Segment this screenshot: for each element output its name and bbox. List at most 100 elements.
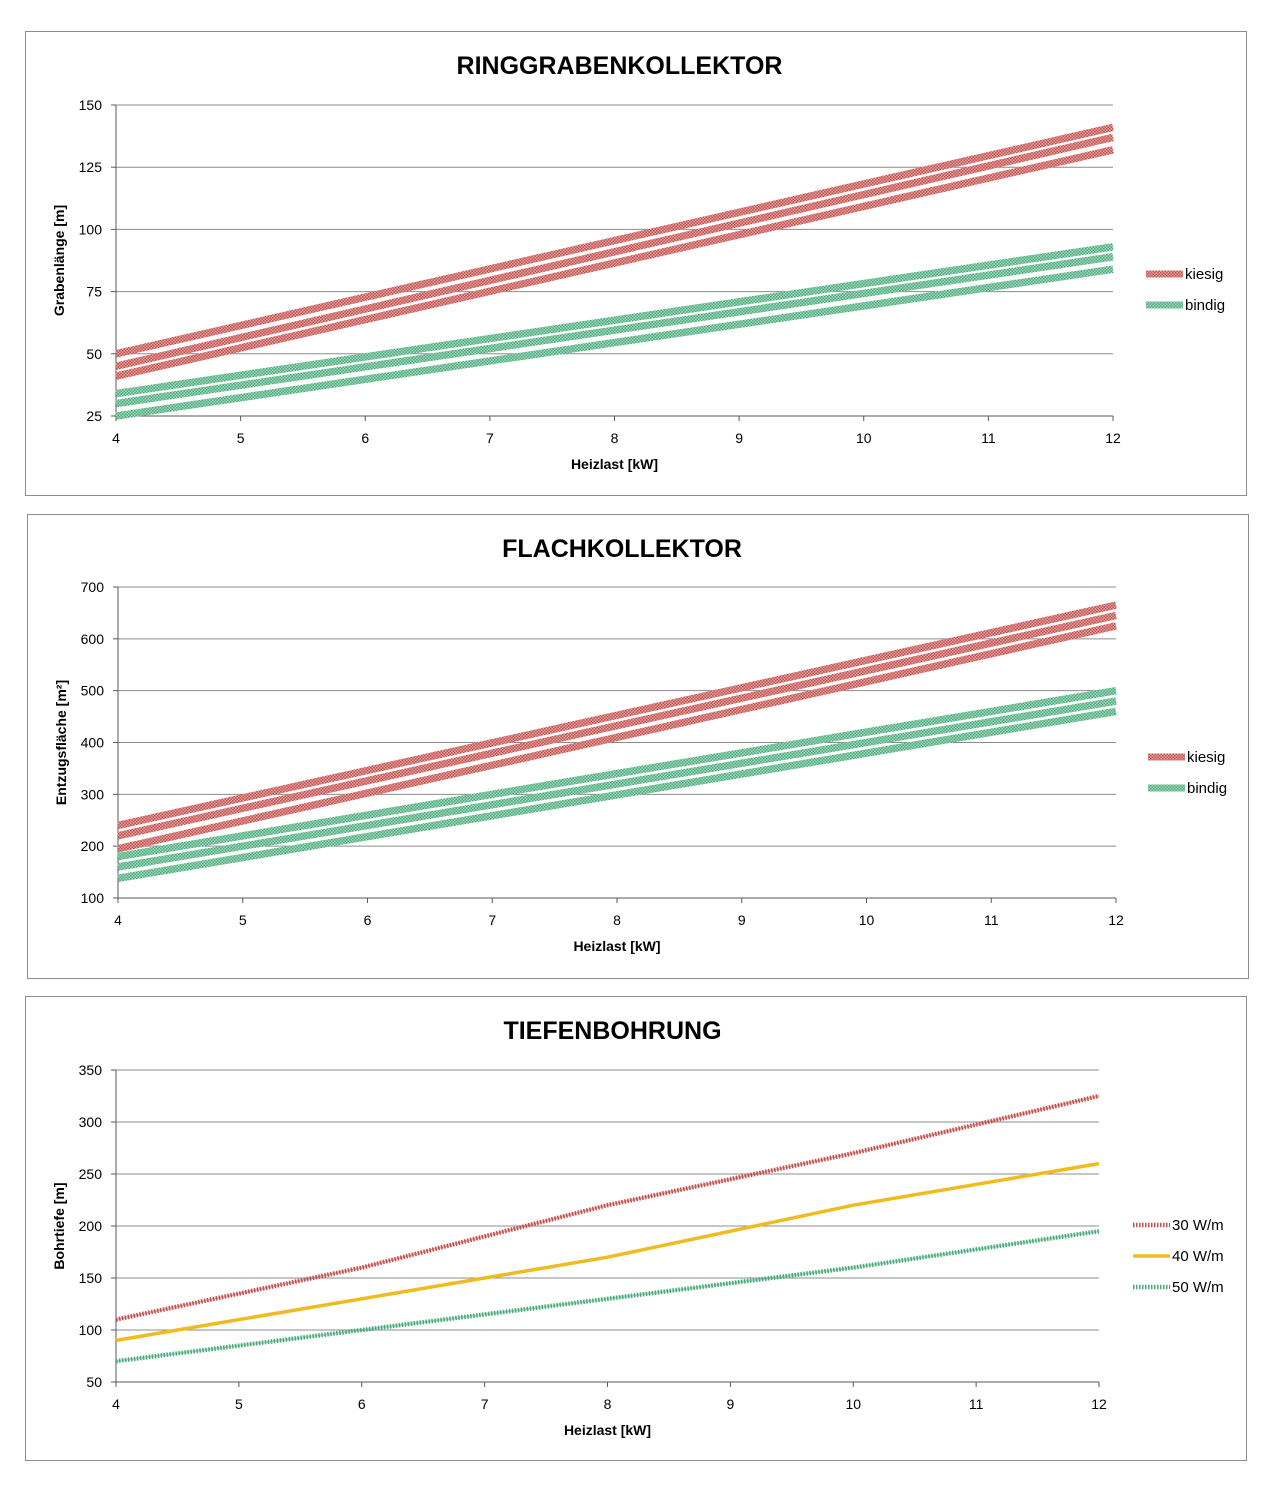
chart-panel-ringgrabenkollektor: RINGGRABENKOLLEKTOR 150 125 100 75 50 25 4 5 6 7 8 9… — [25, 31, 1247, 496]
x-tick-label: 11 — [981, 430, 996, 446]
x-tick-label: 12 — [1105, 430, 1121, 446]
y-tick-label: 200 — [79, 1218, 103, 1234]
x-axis-label: Heizlast [kW] — [571, 456, 658, 472]
chart-panel-flachkollektor: FLACHKOLLEKTOR 700 600 500 400 300 200 100 4 5 6 7 8… — [27, 514, 1249, 979]
chart-title: FLACHKOLLEKTOR — [502, 535, 742, 563]
y-tick-label: 250 — [79, 1166, 103, 1182]
legend-entry: kiesig — [1148, 749, 1225, 766]
chart-svg: TIEFENBOHRUNG 350 300 250 200 150 100 50 4 5 6 7 8 9 1… — [51, 1017, 1224, 1438]
chart-svg: FLACHKOLLEKTOR 700 600 500 400 300 200 100 4 5 6 7 8… — [53, 535, 1227, 954]
y-tick-label: 100 — [79, 221, 103, 237]
legend-entry: 30 W/m — [1133, 1217, 1224, 1234]
y-tick-label: 700 — [81, 579, 105, 595]
legend-entry: bindig — [1146, 297, 1225, 314]
x-tick-label: 7 — [488, 912, 496, 928]
band-line — [117, 686, 1117, 861]
x-tick-label: 4 — [112, 1396, 120, 1412]
band-line — [115, 133, 1114, 370]
y-tick-label: 25 — [86, 408, 102, 424]
legend-label: bindig — [1187, 780, 1227, 797]
y-tick-label: 50 — [86, 346, 102, 362]
band-line — [117, 622, 1117, 853]
x-tick-label: 7 — [486, 430, 494, 446]
series-40-w-m — [115, 1161, 1100, 1343]
y-tick-label: 300 — [81, 786, 105, 802]
x-tick-label: 11 — [969, 1396, 984, 1412]
band-line — [115, 265, 1114, 420]
y-tick-label: 200 — [81, 838, 105, 854]
x-tick-label: 8 — [613, 912, 621, 928]
series-50-w-m — [115, 1228, 1100, 1364]
x-tick-label: 6 — [361, 430, 369, 446]
x-tick-label: 5 — [239, 912, 247, 928]
y-tick-label: 400 — [81, 735, 105, 751]
x-tick-label: 8 — [604, 1396, 612, 1412]
legend-label: 50 W/m — [1172, 1279, 1224, 1296]
band-line — [117, 697, 1117, 871]
y-tick-label: 500 — [81, 683, 105, 699]
series-bindig — [117, 686, 1117, 883]
x-tick-label: 7 — [481, 1396, 489, 1412]
legend-label: kiesig — [1187, 749, 1225, 766]
x-tick-label: 12 — [1091, 1396, 1107, 1412]
legend-label: 40 W/m — [1172, 1248, 1224, 1265]
legend-entry: bindig — [1148, 780, 1227, 797]
y-tick-label: 100 — [81, 890, 105, 906]
band-line — [117, 601, 1117, 830]
x-axis-label: Heizlast [kW] — [573, 938, 660, 954]
x-axis-label: Heizlast [kW] — [564, 1422, 651, 1438]
y-tick-label: 150 — [79, 97, 103, 113]
x-tick-label: 9 — [738, 912, 746, 928]
legend-entry: 50 W/m — [1133, 1279, 1224, 1296]
y-tick-label: 350 — [79, 1062, 103, 1078]
y-axis-label: Grabenlänge [m] — [51, 205, 67, 316]
x-tick-label: 10 — [859, 912, 875, 928]
x-tick-label: 9 — [735, 430, 743, 446]
series-bindig — [115, 243, 1114, 420]
chart-title: TIEFENBOHRUNG — [503, 1017, 721, 1045]
x-tick-label: 8 — [611, 430, 619, 446]
x-tick-label: 9 — [726, 1396, 734, 1412]
legend-label: bindig — [1185, 297, 1225, 314]
band-line — [117, 707, 1117, 883]
y-axis-label: Entzugsfläche [m²] — [53, 680, 69, 805]
band-line — [115, 146, 1114, 380]
series-kiesig — [117, 601, 1117, 853]
y-tick-label: 125 — [79, 159, 103, 175]
series-line — [115, 1228, 1100, 1364]
series-line — [115, 1161, 1100, 1343]
x-tick-label: 5 — [237, 430, 245, 446]
x-tick-label: 4 — [112, 430, 120, 446]
series-line-core — [115, 1230, 1100, 1363]
chart-panel-tiefenbohrung: TIEFENBOHRUNG 350 300 250 200 150 100 50 4 5 6 7 8 9 1… — [25, 996, 1247, 1461]
series-line-core — [115, 1095, 1100, 1321]
series-30-w-m — [115, 1093, 1100, 1322]
chart-title: RINGGRABENKOLLEKTOR — [457, 52, 783, 80]
band-line — [117, 611, 1117, 840]
series-line — [115, 1093, 1100, 1322]
x-tick-label: 6 — [358, 1396, 366, 1412]
legend-label: kiesig — [1185, 266, 1223, 283]
x-tick-label: 5 — [235, 1396, 243, 1412]
y-tick-label: 50 — [86, 1374, 102, 1390]
chart-svg: RINGGRABENKOLLEKTOR 150 125 100 75 50 25 4 5 6 7 8 9… — [51, 52, 1225, 472]
x-tick-label: 6 — [364, 912, 372, 928]
x-tick-label: 10 — [856, 430, 872, 446]
x-tick-label: 4 — [114, 912, 122, 928]
x-tick-label: 10 — [845, 1396, 861, 1412]
x-tick-label: 11 — [984, 912, 999, 928]
band-line — [115, 253, 1114, 408]
series-kiesig — [115, 123, 1114, 380]
y-axis-label: Bohrtiefe [m] — [51, 1182, 67, 1269]
legend-entry: 40 W/m — [1133, 1248, 1224, 1265]
legend-entry: kiesig — [1146, 266, 1223, 283]
band-line — [115, 123, 1114, 358]
y-tick-label: 150 — [79, 1270, 103, 1286]
y-tick-label: 600 — [81, 631, 105, 647]
legend-label: 30 W/m — [1172, 1217, 1224, 1234]
y-tick-label: 100 — [79, 1322, 103, 1338]
y-tick-label: 300 — [79, 1114, 103, 1130]
band-line — [115, 243, 1114, 398]
y-tick-label: 75 — [86, 284, 102, 300]
x-tick-label: 12 — [1108, 912, 1124, 928]
